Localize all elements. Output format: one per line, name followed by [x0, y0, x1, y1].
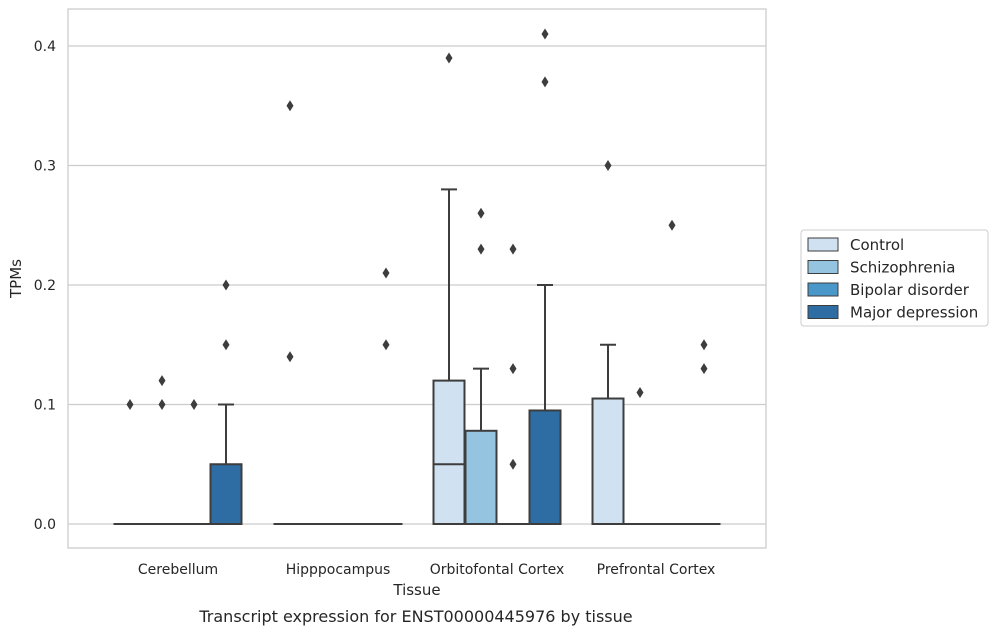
- x-tick-label: Cerebellum: [138, 562, 218, 578]
- x-tick-label: Prefrontal Cortex: [597, 562, 716, 578]
- box-body: [464, 429, 498, 526]
- outlier-point: [190, 399, 198, 410]
- x-tick-label: Hipppocampus: [286, 562, 391, 578]
- outlier-point: [382, 267, 390, 279]
- y-axis-title: TPMs: [7, 259, 25, 299]
- box-schizophrenia: [464, 367, 498, 526]
- outlier-point: [509, 458, 517, 470]
- gridlines: [68, 45, 766, 525]
- outlier-point: [158, 399, 166, 410]
- outlier-point: [286, 351, 294, 363]
- outlier-point: [668, 219, 676, 231]
- legend: Control Schizophrenia Bipolar disorder Majo…: [800, 229, 989, 327]
- y-tick-label: 0.2: [34, 278, 56, 294]
- outlier-point: [477, 207, 485, 219]
- y-tick-label: 0.0: [34, 517, 56, 533]
- outlier-point: [286, 100, 294, 112]
- box-major-depression: [209, 403, 243, 525]
- outlier-point: [604, 160, 612, 171]
- legend-frame: [800, 229, 989, 327]
- legend-swatch: [807, 260, 839, 274]
- outlier-point: [700, 363, 708, 375]
- box-body: [432, 379, 466, 525]
- box-major-depression: [528, 284, 562, 526]
- y-tick-label: 0.3: [34, 159, 56, 175]
- y-tick-labels: 0.0 0.1 0.2 0.3 0.4: [34, 39, 56, 533]
- outlier-point: [700, 339, 708, 351]
- outlier-point: [382, 339, 390, 351]
- outlier-point: [636, 387, 644, 399]
- outlier-point: [541, 76, 549, 88]
- x-axis-title: Tissue: [392, 581, 440, 599]
- plot-frame: [67, 8, 767, 549]
- outlier-point: [445, 52, 453, 64]
- chart-caption: Transcript expression for ENST0000044597…: [198, 607, 632, 626]
- legend-swatch: [807, 282, 839, 297]
- outlier-point: [541, 28, 549, 40]
- legend-label: Control: [850, 236, 904, 254]
- box-control: [591, 343, 625, 525]
- legend-swatch: [807, 237, 839, 252]
- legend-label: Major depression: [850, 304, 978, 322]
- legend-label: Schizophrenia: [850, 259, 955, 277]
- y-tick-label: 0.4: [34, 39, 56, 55]
- outlier-point: [158, 375, 166, 387]
- outlier-point: [222, 279, 230, 291]
- box-control: [432, 188, 466, 525]
- legend-items: Control Schizophrenia Bipolar disorder Majo…: [807, 236, 978, 322]
- x-tick-labels: Cerebellum Hipppocampus Orbitofontal Corte…: [138, 562, 715, 578]
- outlier-point: [126, 399, 134, 410]
- outliers: [126, 28, 708, 470]
- legend-swatch: [807, 305, 839, 319]
- box-body: [209, 463, 243, 525]
- outlier-point: [509, 243, 517, 255]
- outlier-point: [509, 363, 517, 375]
- x-tick-label: Orbitofontal Cortex: [430, 562, 565, 578]
- legend-label: Bipolar disorder: [850, 281, 970, 299]
- outlier-point: [222, 339, 230, 351]
- boxes: [113, 188, 721, 526]
- y-tick-label: 0.1: [34, 398, 56, 414]
- outlier-point: [477, 243, 485, 255]
- box-body: [528, 409, 562, 526]
- box-body: [591, 397, 625, 525]
